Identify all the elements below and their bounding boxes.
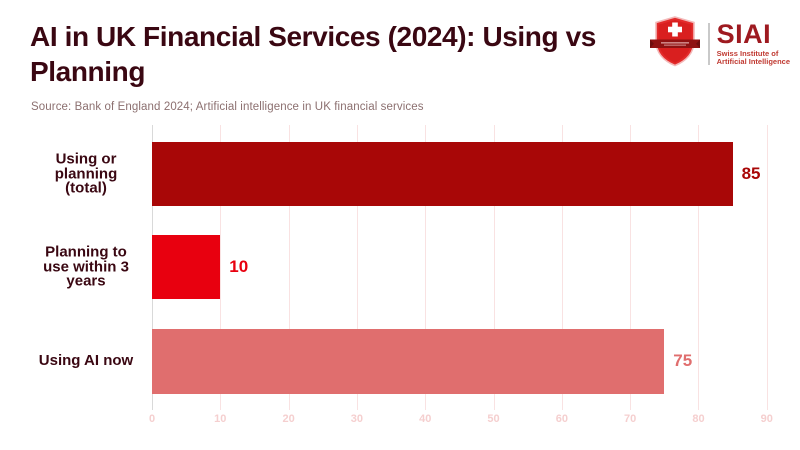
- x-tick-label: 0: [148, 413, 156, 425]
- x-gridline: [288, 125, 290, 410]
- value-label-using-now: 75: [673, 351, 693, 370]
- bar-using-ai-now: [152, 329, 665, 394]
- x-tick-label: 80: [692, 413, 705, 425]
- category-label-using-now: Using AI now: [38, 351, 134, 369]
- logo-text: SIAI Swiss Institute of Artificial Intel…: [716, 18, 790, 67]
- siai-logo: SIAI Swiss Institute of Artificial Intel…: [649, 14, 790, 73]
- x-gridline: [425, 125, 427, 410]
- logo-org-name: Swiss Institute of Artificial Intelligen…: [716, 48, 790, 67]
- x-gridline: [698, 125, 700, 410]
- chart-title-line-1: AI in UK Financial Services (2024): Usin…: [30, 21, 596, 52]
- bar-using-or-planning-total: [152, 142, 733, 206]
- x-gridline: [220, 125, 222, 410]
- bar-planning-to-use: [152, 235, 221, 299]
- x-tick-label: 30: [350, 413, 364, 425]
- source-note: Source: Bank of England 2024; Artificial…: [31, 101, 424, 113]
- logo-org-line-2: Artificial Intelligence: [716, 57, 790, 66]
- x-gridline: [356, 125, 358, 410]
- logo-org-line-1: Swiss Institute of: [716, 48, 779, 58]
- x-tick-label: 90: [760, 413, 773, 425]
- value-label-planning: 10: [229, 257, 249, 276]
- x-tick-label: 40: [419, 413, 432, 425]
- chart-title: AI in UK Financial Services (2024): Usin…: [30, 19, 655, 89]
- chart-title-line-2: Planning: [30, 56, 146, 87]
- swiss-shield-icon: [649, 14, 701, 73]
- x-tick-label: 70: [624, 413, 637, 425]
- x-gridline: [766, 125, 768, 410]
- category-label-planning: Planning to use within 3 years: [43, 243, 129, 290]
- x-gridline: [561, 125, 563, 410]
- value-label-total: 85: [741, 164, 761, 183]
- logo-divider: [707, 22, 710, 65]
- x-tick-label: 60: [555, 413, 568, 425]
- x-gridline: [630, 125, 632, 410]
- x-gridline: [493, 125, 495, 410]
- logo-acronym: SIAI: [716, 18, 772, 49]
- x-tick-label: 20: [282, 413, 295, 425]
- x-tick-label: 50: [487, 413, 500, 425]
- x-tick-label: 10: [214, 413, 227, 425]
- category-label-total: Using or planning (total): [54, 150, 118, 197]
